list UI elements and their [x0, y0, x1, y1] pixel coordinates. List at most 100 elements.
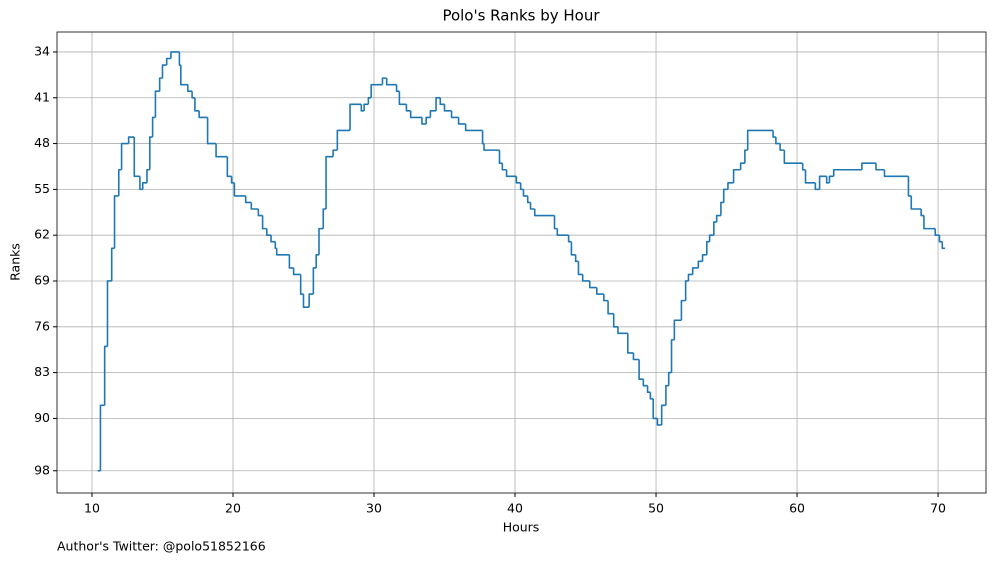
step-segment	[739, 162, 745, 170]
step-segment	[875, 163, 885, 171]
step-segment	[106, 280, 112, 347]
step-segment	[603, 294, 609, 302]
step-segment	[673, 319, 682, 340]
step-segment	[684, 280, 689, 301]
step-segment	[349, 103, 362, 131]
step-segment	[165, 57, 171, 66]
y-tick-label: 69	[34, 272, 50, 287]
step-segment	[938, 235, 943, 243]
step-segment	[198, 110, 208, 119]
step-segment	[270, 235, 276, 243]
step-segment	[701, 254, 707, 262]
step-segment	[638, 359, 644, 380]
step-segment	[395, 84, 400, 93]
step-segment	[529, 202, 535, 210]
step-segment	[120, 142, 129, 170]
y-tick-label: 62	[34, 227, 50, 242]
step-segment	[244, 195, 252, 204]
step-segment	[318, 227, 324, 255]
step-segment	[139, 176, 143, 191]
y-tick-label: 98	[34, 462, 50, 477]
step-segment	[607, 300, 614, 315]
axes-frame	[56, 31, 987, 494]
step-segment	[910, 195, 922, 210]
step-segment	[670, 339, 675, 373]
step-segment	[421, 117, 427, 125]
step-segment	[680, 299, 686, 321]
step-segment	[370, 83, 383, 98]
step-segment	[775, 137, 781, 145]
step-segment	[288, 254, 294, 269]
y-tick-label: 34	[34, 43, 50, 58]
step-segment	[577, 261, 583, 276]
step-segment	[596, 287, 604, 295]
step-segment	[667, 371, 672, 386]
x-tick-label: 20	[225, 501, 241, 516]
step-segment	[732, 168, 741, 183]
x-tick-label: 50	[648, 501, 664, 516]
step-segment	[687, 273, 693, 281]
step-segment	[148, 136, 153, 170]
step-segment	[257, 209, 263, 217]
step-segment	[522, 189, 528, 197]
step-segment	[691, 267, 699, 275]
step-segment	[708, 234, 714, 242]
step-segment	[553, 215, 558, 230]
step-segment	[113, 195, 119, 249]
step-segment	[720, 201, 724, 216]
step-segment	[483, 143, 500, 151]
step-segment	[275, 248, 290, 256]
x-tick-label: 60	[789, 501, 805, 516]
step-segment	[103, 345, 108, 406]
step-segment	[110, 247, 115, 281]
step-segment	[861, 162, 877, 170]
step-segment	[722, 188, 728, 203]
y-tick-label: 55	[34, 181, 50, 196]
step-segment	[617, 326, 628, 335]
step-segment	[336, 129, 351, 151]
step-segment	[117, 168, 122, 196]
step-segment	[133, 137, 140, 178]
step-segment	[261, 215, 267, 230]
step-segment	[299, 274, 304, 295]
step-segment	[713, 221, 717, 236]
step-segment	[385, 78, 397, 86]
step-segment	[141, 182, 147, 190]
step-segment	[588, 280, 597, 289]
step-segment	[814, 182, 820, 191]
step-segment	[332, 149, 338, 157]
step-segment	[498, 150, 503, 164]
step-segment	[274, 241, 277, 250]
step-segment	[646, 385, 651, 394]
step-segment	[398, 91, 407, 106]
step-segment	[632, 352, 640, 361]
step-segment	[526, 195, 531, 204]
step-segment	[443, 104, 452, 112]
step-segment	[360, 104, 365, 112]
step-segment	[772, 130, 776, 138]
step-segment	[923, 215, 936, 230]
step-segment	[429, 110, 437, 118]
step-segment	[818, 175, 827, 190]
step-segment	[779, 143, 785, 151]
step-segment	[825, 176, 830, 184]
step-segment	[652, 398, 658, 420]
step-segment	[161, 64, 167, 79]
y-tick-label: 90	[34, 410, 50, 425]
step-segment	[450, 110, 459, 119]
step-segment	[656, 418, 662, 426]
step-segment	[439, 97, 445, 106]
step-segment	[570, 241, 576, 256]
step-segment	[612, 313, 618, 328]
step-segment	[367, 96, 372, 105]
step-segment	[574, 254, 579, 263]
step-segment	[642, 379, 648, 387]
step-segment	[801, 163, 806, 171]
step-segment	[828, 175, 834, 183]
step-segment	[501, 163, 507, 171]
step-segment	[464, 123, 483, 132]
step-segment	[505, 169, 517, 178]
step-segment	[325, 155, 334, 210]
step-segment	[660, 404, 666, 425]
